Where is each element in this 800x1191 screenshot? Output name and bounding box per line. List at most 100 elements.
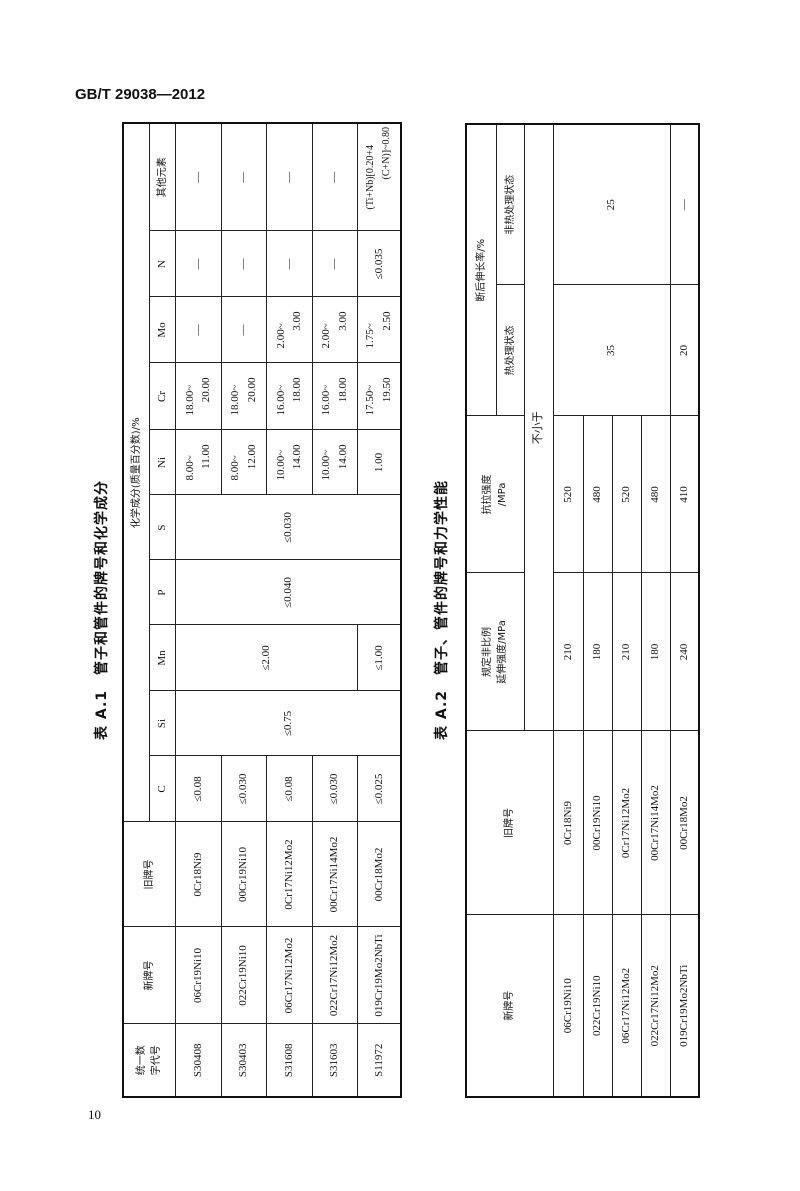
header-new-grade: 新牌号 xyxy=(123,927,175,1024)
cell-other: — xyxy=(221,123,266,231)
header-old-grade: 旧牌号 xyxy=(123,822,175,927)
cell-old-grade: 00Cr17Ni14Mo2 xyxy=(641,731,670,915)
cell-proof: 180 xyxy=(583,573,612,731)
cell-ni: 8.00~ 12.00 xyxy=(221,430,266,495)
cell-n: ≤0.035 xyxy=(357,231,401,297)
cell-tensile: 410 xyxy=(670,416,699,573)
header-new-grade: 新牌号 xyxy=(466,915,553,1097)
page-number: 10 xyxy=(88,1107,101,1122)
header-elongation: 断后伸长率/% xyxy=(466,124,496,416)
cell-ni: 1.00 xyxy=(357,430,401,495)
header-code: 统一数 字代号 xyxy=(123,1024,175,1097)
cell-mo: 2.00~ 3.00 xyxy=(266,297,312,363)
cell-heat-treated: 20 xyxy=(670,285,699,416)
cell-new-grade: 019Cr19Mo2NbTi xyxy=(670,915,699,1097)
cell-new-grade: 06Cr19Ni10 xyxy=(553,915,583,1097)
header-proof-strength: 规定非比例 延伸强度/MPa xyxy=(466,573,524,731)
cell-other: — xyxy=(312,123,357,231)
header-element: C xyxy=(149,756,175,822)
cell-new-grade: 022Cr19Ni10 xyxy=(583,915,612,1097)
cell-code: S31603 xyxy=(312,1024,357,1097)
cell-cr: 18.00~ 20.00 xyxy=(175,363,221,430)
cell-old-grade: 0Cr18Ni9 xyxy=(553,731,583,915)
cell-new-grade: 06Cr17Ni12Mo2 xyxy=(266,927,312,1024)
cell-cr: 16.00~ 18.00 xyxy=(312,363,357,430)
header-composition-group: 化学成分(质量百分数)/% xyxy=(123,123,149,822)
header-tensile-strength: 抗拉强度/MPa xyxy=(466,416,524,573)
cell-si-merged: ≤0.75 xyxy=(175,691,401,756)
table-a1-caption: 表 A.1 管子和管件的牌号和化学成分 xyxy=(94,479,110,741)
cell-new-grade: 022Cr19Ni10 xyxy=(221,927,266,1024)
header-heat-treated: 热处理状态 xyxy=(496,285,524,416)
cell-old-grade: 00Cr18Mo2 xyxy=(670,731,699,915)
cell-old-grade: 00Cr19Ni10 xyxy=(583,731,612,915)
cell-non-heat-treated: — xyxy=(670,124,699,285)
cell-new-grade: 06Cr19Ni10 xyxy=(175,927,221,1024)
cell-old-grade: 00Cr18Mo2 xyxy=(357,822,401,927)
cell-c: ≤0.030 xyxy=(312,756,357,822)
cell-new-grade: 06Cr17Ni12Mo2 xyxy=(612,915,641,1097)
header-element: Mo xyxy=(149,297,175,363)
cell-proof: 240 xyxy=(670,573,699,731)
cell-new-grade: 019Cr19Mo2NbTi xyxy=(357,927,401,1024)
cell-mo: — xyxy=(175,297,221,363)
header-element: S xyxy=(149,495,175,560)
cell-code: S30408 xyxy=(175,1024,221,1097)
header-old-grade: 旧牌号 xyxy=(466,731,553,915)
cell-code: S30403 xyxy=(221,1024,266,1097)
cell-p-merged: ≤0.040 xyxy=(175,560,401,625)
cell-cr: 18.00~ 20.00 xyxy=(221,363,266,430)
cell-non-heat-treated-merged: 25 xyxy=(553,124,670,285)
cell-tensile: 520 xyxy=(612,416,641,573)
cell-mo: — xyxy=(221,297,266,363)
cell-proof: 210 xyxy=(553,573,583,731)
cell-old-grade: 0Cr17Ni12Mo2 xyxy=(266,822,312,927)
header-element: Mn xyxy=(149,625,175,691)
table-row: S30408 06Cr19Ni10 0Cr18Ni9 ≤0.08 ≤0.75 ≤… xyxy=(175,123,401,1097)
cell-cr: 16.00~ 18.00 xyxy=(266,363,312,430)
table-a1: 统一数 字代号 新牌号 旧牌号 化学成分(质量百分数)/% C Si Mn P S… xyxy=(122,122,402,1098)
table-row: 019Cr19Mo2NbTi 00Cr18Mo2 240 410 20 — xyxy=(670,124,699,1097)
table-row: 06Cr19Ni10 0Cr18Ni9 210 520 35 25 xyxy=(553,124,670,1097)
cell-heat-treated-merged: 35 xyxy=(553,285,670,416)
cell-other: — xyxy=(175,123,221,231)
cell-c: ≤0.030 xyxy=(221,756,266,822)
cell-n: — xyxy=(175,231,221,297)
header-element: P xyxy=(149,560,175,625)
header-element: Ni xyxy=(149,430,175,495)
cell-mo: 1.75~ 2.50 xyxy=(357,297,401,363)
cell-ni: 10.00~ 14.00 xyxy=(312,430,357,495)
cell-tensile: 480 xyxy=(583,416,612,573)
cell-ni: 10.00~ 14.00 xyxy=(266,430,312,495)
cell-c: ≤0.08 xyxy=(175,756,221,822)
cell-n: — xyxy=(266,231,312,297)
cell-s-merged: ≤0.030 xyxy=(175,495,401,560)
cell-tensile: 520 xyxy=(553,416,583,573)
header-element: Si xyxy=(149,691,175,756)
cell-old-grade: 0Cr17Ni12Mo2 xyxy=(612,731,641,915)
header-element: Cr xyxy=(149,363,175,430)
cell-n: — xyxy=(312,231,357,297)
cell-n: — xyxy=(221,231,266,297)
cell-old-grade: 00Cr19Ni10 xyxy=(221,822,266,927)
cell-c: ≤0.025 xyxy=(357,756,401,822)
cell-code: S11972 xyxy=(357,1024,401,1097)
cell-tensile: 480 xyxy=(641,416,670,573)
cell-code: S31608 xyxy=(266,1024,312,1097)
table-a2: 新牌号 旧牌号 规定非比例 延伸强度/MPa 抗拉强度/MPa 断后伸长率/% 热… xyxy=(465,123,700,1098)
header-element: 其他元素 xyxy=(149,123,175,231)
cell-new-grade: 022Cr17Ni12Mo2 xyxy=(312,927,357,1024)
cell-mo: 2.00~ 3.00 xyxy=(312,297,357,363)
cell-old-grade: 00Cr17Ni14Mo2 xyxy=(312,822,357,927)
header-min-note: 不小于 xyxy=(524,124,553,731)
cell-new-grade: 022Cr17Ni12Mo2 xyxy=(641,915,670,1097)
cell-old-grade: 0Cr18Ni9 xyxy=(175,822,221,927)
header-non-heat-treated: 非热处理状态 xyxy=(496,124,524,285)
header-element: N xyxy=(149,231,175,297)
standard-number: GB/T 29038—2012 xyxy=(75,86,206,103)
cell-c: ≤0.08 xyxy=(266,756,312,822)
cell-cr: 17.50~ 19.50 xyxy=(357,363,401,430)
cell-proof: 180 xyxy=(641,573,670,731)
cell-other: (Ti+Nb)[0.20+4 (C+N)]~0.80 xyxy=(357,123,401,231)
cell-mn: ≤1.00 xyxy=(357,625,401,691)
